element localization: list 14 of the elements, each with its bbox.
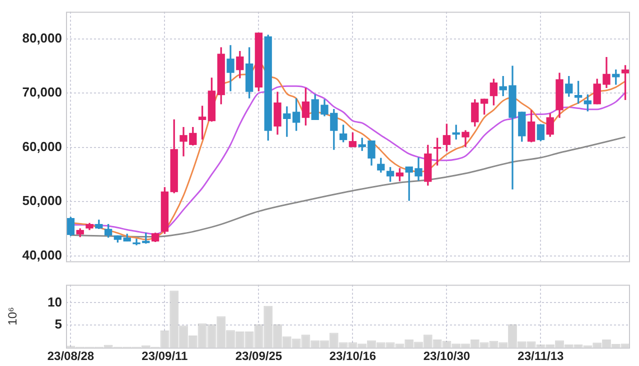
y-tick-label: 40,000	[22, 247, 62, 262]
y-tick-label: 70,000	[22, 84, 62, 100]
y-axis-title: 10⁶	[6, 307, 20, 326]
y-tick-label: 50,000	[22, 193, 62, 208]
x-tick-label: 23/09/25	[235, 349, 282, 364]
y-tick-label: 80,000	[22, 30, 62, 46]
x-tick-label: 23/08/28	[47, 349, 94, 364]
x-tick-label: 23/11/13	[518, 349, 564, 364]
x-tick-label: 23/09/11	[142, 349, 188, 364]
y-tick-label: 5	[54, 316, 62, 332]
x-tick-label: 23/10/16	[329, 349, 376, 364]
y-tick-label: 10	[48, 294, 62, 310]
y-tick-label: 60,000	[22, 138, 62, 154]
x-tick-label: 23/10/30	[423, 349, 470, 364]
